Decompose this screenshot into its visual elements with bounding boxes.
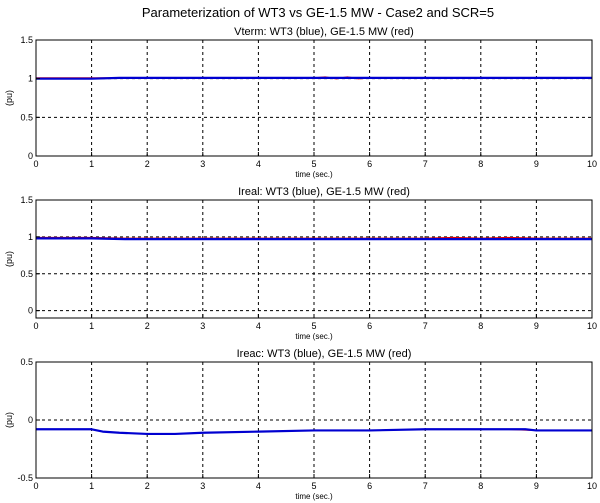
figure-title: Parameterization of WT3 vs GE-1.5 MW - C… [142,5,494,20]
chart-1-x-tick-label: 7 [423,159,428,169]
chart-2-y-tick-label: 1 [28,232,33,242]
chart-1-x-tick-label: 1 [89,159,94,169]
chart-1-x-tick-label: 4 [256,159,261,169]
chart-3-x-tick-label: 7 [423,481,428,491]
chart-1-y-tick-label: 1.5 [20,35,33,45]
chart-1: 0 1 2 3 4 5 6 7 8 9 10 0 0.5 1 1.5 Vterm: WT3 (blue), G… [4,26,597,179]
chart-3-x-tick-label: 10 [587,481,597,491]
chart-1-y-tick-label: 1 [28,74,33,84]
chart-2-x-tick-label: 8 [478,321,483,331]
chart-2-x-tick-label: 7 [423,321,428,331]
chart-3-x-tick-label: 2 [145,481,150,491]
chart-3-y-tick-label: -0.5 [17,473,33,483]
chart-2-x-tick-label: 0 [33,321,38,331]
chart-3-y-tick-label: 0.5 [20,357,33,367]
chart-3-y-tick-label: 0 [28,415,33,425]
chart-2-x-tick-label: 6 [367,321,372,331]
chart-1-y-tick-label: 0 [28,151,33,161]
chart-3-x-tick-label: 3 [200,481,205,491]
chart-3-title: Ireac: WT3 (blue), GE-1.5 MW (red) [237,348,412,360]
chart-2-x-tick-label: 3 [200,321,205,331]
chart-1-x-axis-label: time (sec.) [295,170,333,179]
chart-3-x-tick-label: 5 [311,481,316,491]
chart-2-x-tick-label: 10 [587,321,597,331]
chart-2-y-tick-label: 1.5 [20,195,33,205]
chart-2-title: Ireal: WT3 (blue), GE-1.5 MW (red) [238,186,410,198]
chart-2-y-tick-label: 0 [28,306,33,316]
chart-2: 0 1 2 3 4 5 6 7 8 9 10 0 0.5 1 1.5 Ireal: WT3 (blue), G… [4,186,597,341]
chart-3-x-tick-label: 4 [256,481,261,491]
chart-2-x-tick-label: 2 [145,321,150,331]
chart-2-y-axis-label: (pu) [4,251,14,267]
chart-1-x-tick-label: 9 [534,159,539,169]
chart-1-title: Vterm: WT3 (blue), GE-1.5 MW (red) [234,26,414,38]
chart-3-x-axis-label: time (sec.) [295,492,333,501]
chart-3-x-tick-label: 8 [478,481,483,491]
chart-1-x-tick-label: 3 [200,159,205,169]
chart-1-y-tick-label: 0.5 [20,112,33,122]
chart-1-x-tick-label: 8 [478,159,483,169]
chart-2-x-tick-label: 9 [534,321,539,331]
chart-3-x-tick-label: 9 [534,481,539,491]
chart-1-x-tick-label: 2 [145,159,150,169]
chart-1-x-tick-label: 10 [587,159,597,169]
chart-2-x-tick-label: 5 [311,321,316,331]
chart-2-x-tick-label: 1 [89,321,94,331]
chart-1-x-tick-label: 5 [311,159,316,169]
chart-3-y-axis-label: (pu) [4,412,14,428]
chart-3-x-tick-label: 0 [33,481,38,491]
chart-3-x-tick-label: 1 [89,481,94,491]
chart-1-y-axis-label: (pu) [4,90,14,106]
chart-1-x-tick-label: 0 [33,159,38,169]
chart-2-y-tick-label: 0.5 [20,269,33,279]
chart-2-x-tick-label: 4 [256,321,261,331]
chart-1-x-tick-label: 6 [367,159,372,169]
chart-3-series-wt3-line [36,428,592,436]
chart-2-plot-area [36,200,592,318]
chart-3-x-tick-label: 6 [367,481,372,491]
chart-1-series-wt3-line [36,76,592,80]
chart-2-series-wt3-line [36,237,592,241]
chart-2-x-axis-label: time (sec.) [295,332,333,341]
